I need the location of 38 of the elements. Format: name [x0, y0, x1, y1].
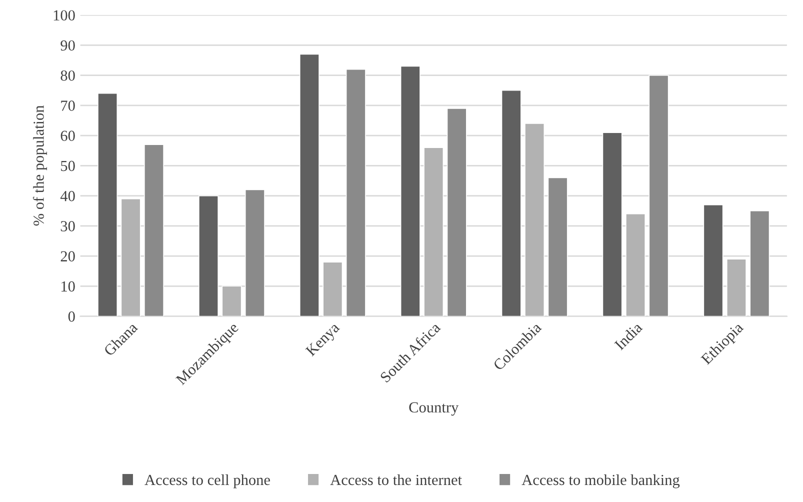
- bar: [120, 198, 141, 316]
- bar: [98, 92, 118, 316]
- bar: [524, 123, 545, 316]
- bar: [299, 54, 320, 316]
- bar: [726, 258, 746, 316]
- bar: [144, 144, 164, 316]
- x-tick-label: India: [614, 321, 643, 351]
- bar: [198, 195, 219, 316]
- bar: [424, 147, 444, 316]
- y-tick-label: 30: [60, 221, 75, 232]
- bar: [244, 189, 265, 316]
- y-tick-label: 70: [61, 100, 75, 111]
- bar: [602, 132, 622, 316]
- y-tick-label: 100: [54, 10, 75, 21]
- y-tick-label: 20: [60, 251, 75, 262]
- bar: [400, 66, 420, 316]
- y-axis-title: % of the population: [32, 105, 47, 226]
- y-tick-label: 0: [68, 311, 75, 322]
- bar: [548, 177, 568, 316]
- y-tick-label: 50: [61, 160, 75, 172]
- bar: [222, 286, 242, 316]
- legend-label: Access to cell phone: [144, 474, 270, 488]
- bar: [703, 204, 724, 316]
- bar: [446, 108, 467, 316]
- bar: [322, 262, 343, 316]
- bar: [501, 90, 522, 316]
- x-axis-title: Country: [409, 402, 459, 416]
- legend-label: Access to the internet: [330, 474, 462, 486]
- y-tick-label: 40: [60, 190, 75, 202]
- bar: [626, 213, 646, 316]
- bar: [750, 210, 770, 316]
- legend-label: Access to mobile banking: [522, 474, 680, 488]
- y-tick-label: 60: [60, 130, 75, 141]
- bar: [648, 74, 669, 316]
- y-tick-label: 80: [60, 70, 75, 81]
- bar: [346, 68, 366, 316]
- y-tick-label: 10: [62, 281, 75, 292]
- y-tick-label: 90: [60, 40, 75, 51]
